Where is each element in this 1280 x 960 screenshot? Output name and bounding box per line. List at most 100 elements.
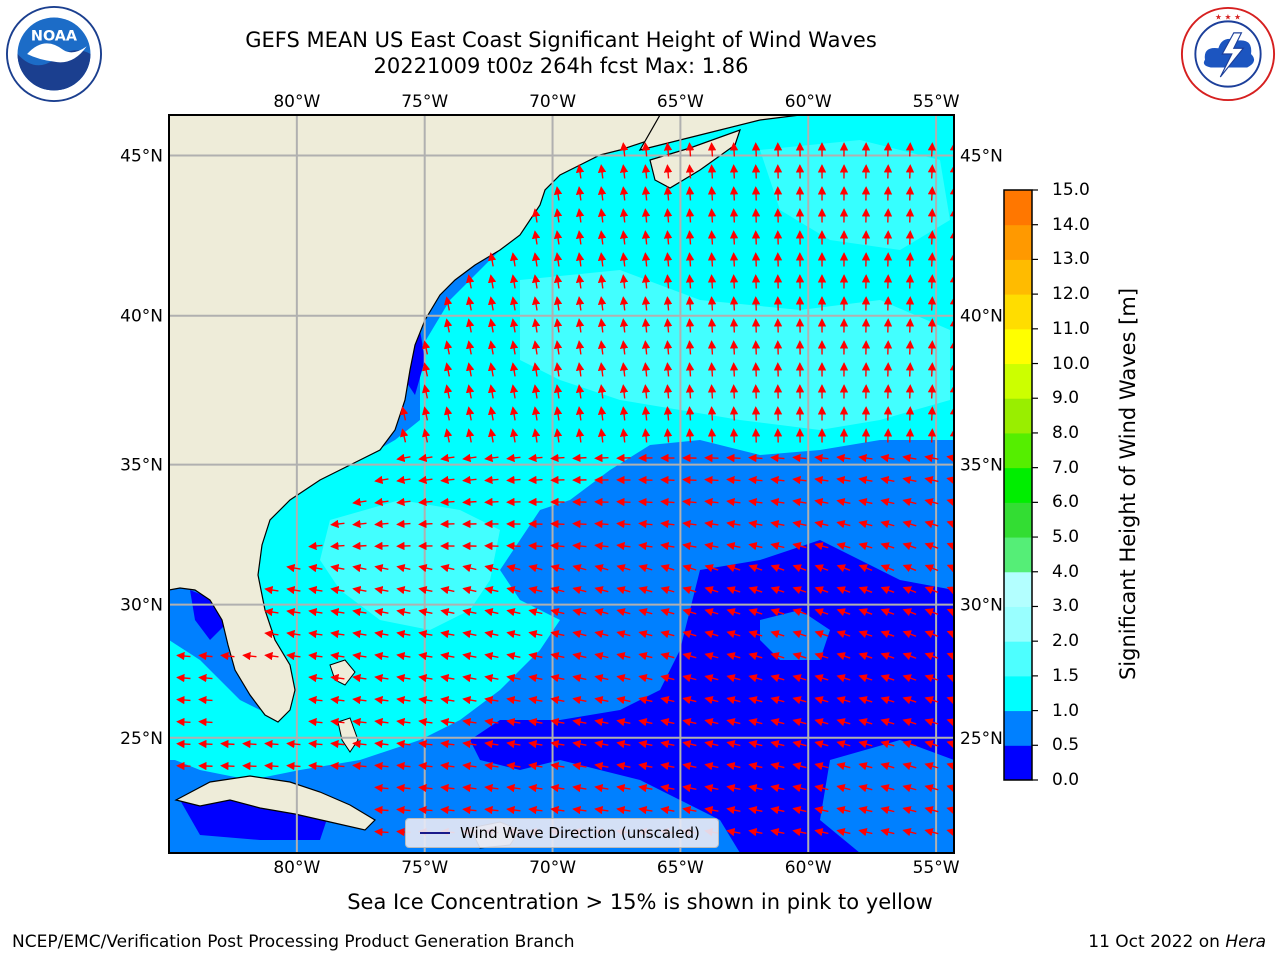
wave-direction-arrow: [751, 406, 761, 421]
wave-direction-arrow: [704, 586, 719, 595]
wave-direction-arrow: [396, 519, 411, 529]
wave-direction-arrow: [616, 783, 631, 793]
wave-direction-arrow: [792, 674, 807, 683]
colorbar-segment: [1004, 363, 1032, 399]
wave-direction-arrow: [682, 718, 697, 727]
wave-direction-arrow: [748, 718, 763, 727]
wave-direction-arrow: [748, 519, 763, 529]
wave-direction-arrow: [880, 520, 895, 529]
wave-direction-arrow: [902, 828, 917, 837]
wave-direction-arrow: [597, 384, 607, 399]
wave-direction-arrow: [770, 762, 785, 771]
wave-direction-arrow: [550, 608, 565, 617]
wave-direction-arrow: [484, 695, 499, 705]
wave-direction-arrow: [836, 564, 851, 573]
wave-direction-arrow: [330, 629, 345, 639]
wave-direction-arrow: [902, 475, 917, 485]
wave-direction-arrow: [927, 274, 937, 289]
colorbar-segment: [1004, 537, 1032, 573]
wave-direction-arrow: [531, 362, 541, 377]
wave-direction-arrow: [506, 761, 521, 771]
wave-direction-arrow: [509, 296, 519, 311]
colorbar-segment: [1004, 224, 1032, 260]
wave-direction-arrow: [396, 805, 411, 815]
wave-direction-arrow: [858, 475, 873, 485]
wave-direction-arrow: [308, 541, 323, 551]
wave-direction-arrow: [880, 542, 895, 551]
wave-direction-arrow: [528, 783, 543, 793]
wave-direction-arrow: [528, 673, 543, 683]
wave-direction-arrow: [792, 806, 807, 815]
wave-direction-arrow: [528, 761, 543, 771]
wave-direction-arrow: [352, 695, 367, 705]
wave-direction-arrow: [462, 717, 477, 727]
wave-direction-arrow: [176, 717, 191, 727]
wave-direction-arrow: [550, 761, 565, 771]
wave-direction-arrow: [946, 784, 954, 793]
wave-direction-arrow: [729, 252, 739, 267]
wave-direction-arrow: [729, 142, 739, 157]
wave-direction-arrow: [330, 585, 345, 595]
gulf-west-band-0.0-0.5: [190, 590, 225, 640]
wave-direction-arrow: [924, 696, 939, 705]
wave-direction-arrow: [641, 318, 651, 333]
wave-direction-arrow: [880, 498, 895, 507]
wave-direction-arrow: [946, 762, 954, 771]
wave-direction-arrow: [924, 652, 939, 661]
wave-direction-arrow: [902, 520, 917, 529]
wave-direction-arrow: [748, 674, 763, 683]
wave-direction-arrow: [594, 695, 609, 705]
wave-direction-arrow: [575, 208, 585, 223]
wave-direction-arrow: [352, 585, 367, 595]
wave-direction-arrow: [748, 740, 763, 749]
wave-direction-arrow: [836, 806, 851, 815]
wave-direction-arrow: [553, 274, 563, 289]
legend-label: Wind Wave Direction (unscaled): [460, 824, 700, 842]
wave-direction-arrow: [924, 542, 939, 551]
wave-direction-arrow: [685, 252, 695, 267]
colorbar-segment: [1004, 259, 1032, 295]
wave-direction-arrow: [575, 252, 585, 267]
wave-direction-arrow: [619, 340, 629, 355]
wave-direction-arrow: [707, 340, 717, 355]
wave-direction-arrow: [814, 674, 829, 683]
wave-direction-arrow: [396, 761, 411, 771]
wave-direction-arrow: [729, 164, 739, 179]
wave-direction-arrow: [682, 630, 697, 639]
wave-direction-arrow: [858, 784, 873, 793]
wave-direction-arrow: [572, 652, 587, 661]
wave-direction-arrow: [572, 519, 587, 529]
wave-direction-arrow: [462, 607, 477, 617]
wave-direction-arrow: [484, 673, 499, 683]
wave-direction-arrow: [704, 762, 719, 771]
wave-direction-arrow: [704, 564, 719, 573]
wave-direction-arrow: [858, 762, 873, 771]
wave-direction-arrow: [286, 563, 301, 573]
wave-direction-arrow: [729, 362, 739, 377]
wave-direction-arrow: [641, 362, 651, 377]
wave-direction-arrow: [748, 497, 763, 507]
wave-direction-arrow: [704, 696, 719, 705]
wave-direction-arrow: [858, 828, 873, 837]
wave-direction-arrow: [770, 475, 785, 485]
wave-direction-arrow: [924, 740, 939, 749]
wave-direction-arrow: [487, 406, 497, 421]
wave-direction-arrow: [443, 406, 453, 421]
wave-direction-arrow: [440, 805, 455, 815]
wave-direction-arrow: [770, 519, 785, 529]
wave-direction-arrow: [905, 252, 915, 267]
wave-direction-arrow: [685, 428, 695, 443]
colorbar-tick-label: 0.0: [1052, 770, 1080, 790]
wave-direction-arrow: [685, 142, 695, 157]
wave-direction-arrow: [836, 586, 851, 595]
wave-direction-arrow: [682, 608, 697, 617]
wave-direction-arrow: [198, 739, 213, 749]
wave-direction-arrow: [927, 142, 937, 157]
wave-direction-arrow: [641, 406, 651, 421]
wave-direction-arrow: [531, 296, 541, 311]
wave-direction-arrow: [422, 340, 431, 355]
wave-direction-arrow: [462, 475, 477, 485]
wave-direction-arrow: [352, 761, 367, 771]
wave-direction-arrow: [770, 586, 785, 595]
wave-direction-arrow: [814, 784, 829, 793]
